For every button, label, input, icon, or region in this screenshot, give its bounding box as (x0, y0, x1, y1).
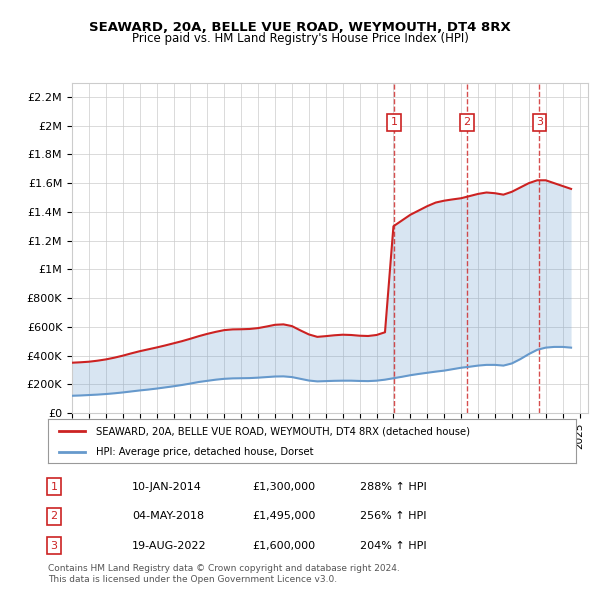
Text: 04-MAY-2018: 04-MAY-2018 (132, 512, 204, 521)
Text: £1,600,000: £1,600,000 (252, 541, 315, 550)
Text: 3: 3 (50, 541, 58, 550)
Text: Price paid vs. HM Land Registry's House Price Index (HPI): Price paid vs. HM Land Registry's House … (131, 32, 469, 45)
Text: £1,300,000: £1,300,000 (252, 482, 315, 491)
Text: 256% ↑ HPI: 256% ↑ HPI (360, 512, 427, 521)
Text: 19-AUG-2022: 19-AUG-2022 (132, 541, 206, 550)
Text: 204% ↑ HPI: 204% ↑ HPI (360, 541, 427, 550)
Text: 3: 3 (536, 117, 543, 127)
Text: 10-JAN-2014: 10-JAN-2014 (132, 482, 202, 491)
Text: 2: 2 (50, 512, 58, 521)
Text: 288% ↑ HPI: 288% ↑ HPI (360, 482, 427, 491)
Text: 2: 2 (463, 117, 470, 127)
Text: £1,495,000: £1,495,000 (252, 512, 316, 521)
Text: SEAWARD, 20A, BELLE VUE ROAD, WEYMOUTH, DT4 8RX (detached house): SEAWARD, 20A, BELLE VUE ROAD, WEYMOUTH, … (95, 427, 470, 436)
Text: 1: 1 (391, 117, 397, 127)
Text: HPI: Average price, detached house, Dorset: HPI: Average price, detached house, Dors… (95, 447, 313, 457)
Text: 1: 1 (50, 482, 58, 491)
Text: Contains HM Land Registry data © Crown copyright and database right 2024.: Contains HM Land Registry data © Crown c… (48, 565, 400, 573)
Text: SEAWARD, 20A, BELLE VUE ROAD, WEYMOUTH, DT4 8RX: SEAWARD, 20A, BELLE VUE ROAD, WEYMOUTH, … (89, 21, 511, 34)
Text: This data is licensed under the Open Government Licence v3.0.: This data is licensed under the Open Gov… (48, 575, 337, 584)
